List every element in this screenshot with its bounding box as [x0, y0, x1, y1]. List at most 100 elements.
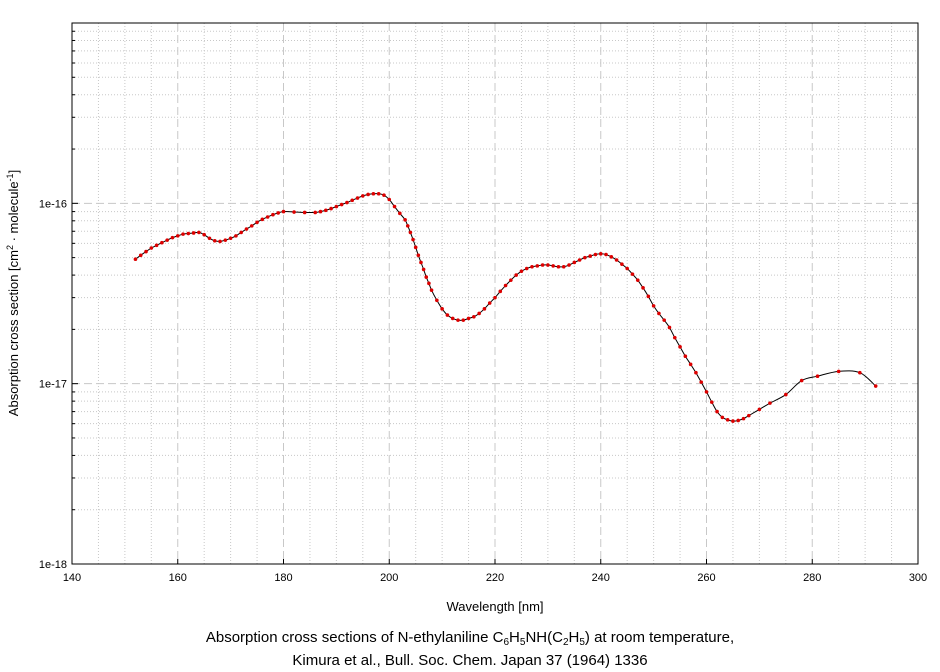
data-point: [355, 196, 360, 200]
x-axis-title: Wavelength [nm]: [446, 599, 543, 614]
data-point: [720, 415, 725, 420]
data-point: [514, 273, 518, 277]
x-tick-label: 300: [909, 572, 927, 584]
data-point: [361, 194, 365, 198]
data-point: [672, 335, 677, 340]
data-point: [498, 289, 503, 294]
x-tick-label: 140: [63, 572, 81, 584]
data-point: [138, 253, 143, 258]
data-point: [577, 258, 582, 262]
x-tick-label: 220: [486, 572, 504, 584]
x-tick-label: 260: [697, 572, 715, 584]
x-tick-label: 280: [803, 572, 821, 584]
data-point: [651, 304, 656, 308]
data-point: [202, 232, 206, 237]
data-point: [688, 362, 693, 367]
data-point: [165, 238, 169, 242]
data-point: [228, 236, 233, 241]
y-tick-label: 1e-16: [39, 198, 67, 210]
data-point: [725, 418, 730, 422]
caption-line-2: Kimura et al., Bull. Soc. Chem. Japan 37…: [292, 652, 648, 669]
data-point: [836, 369, 841, 374]
data-point: [635, 278, 640, 282]
data-point: [604, 252, 608, 257]
data-point: [472, 314, 476, 319]
data-point: [334, 204, 339, 209]
data-point: [503, 283, 508, 288]
data-point: [747, 413, 751, 418]
data-point: [709, 400, 714, 404]
data-point: [292, 210, 296, 214]
data-point: [704, 390, 709, 394]
data-point: [519, 269, 524, 274]
data-point: [662, 318, 666, 322]
data-point: [207, 236, 212, 241]
data-point: [461, 318, 466, 322]
data-point: [405, 224, 410, 228]
data-point: [144, 249, 148, 254]
data-point: [421, 267, 426, 272]
data-point: [260, 217, 265, 222]
data-point: [197, 230, 201, 235]
y-tick-label: 1e-17: [39, 379, 67, 391]
x-tick-label: 200: [380, 572, 398, 584]
data-point: [477, 311, 481, 316]
data-point: [493, 295, 497, 300]
x-tick-label: 240: [592, 572, 610, 584]
data-point: [593, 252, 598, 257]
data-point: [234, 234, 238, 238]
data-point: [186, 231, 191, 236]
data-point: [223, 238, 228, 242]
data-point: [683, 354, 688, 359]
data-point: [699, 380, 704, 384]
data-point: [271, 212, 275, 217]
grid-lines: [72, 23, 918, 564]
data-point: [212, 238, 217, 243]
data-point: [387, 197, 392, 202]
data-point: [583, 255, 587, 260]
data-point: [255, 220, 259, 225]
data-point: [175, 234, 180, 238]
data-point: [482, 307, 487, 311]
data-point: [784, 392, 788, 397]
data-point: [324, 208, 328, 213]
y-axis-title: Absorption cross section [cm2 · molecule…: [5, 170, 21, 416]
data-point: [424, 275, 429, 279]
data-point: [154, 243, 159, 248]
series-markers: [133, 191, 878, 423]
axis-ticks: 140 160 180 200 220 240 260 280 300 1e-18 1e-17 1e-…: [39, 30, 927, 584]
data-point: [350, 198, 355, 203]
data-point: [318, 209, 323, 214]
data-point: [757, 407, 762, 412]
data-point: [249, 224, 254, 228]
data-point: [435, 298, 439, 303]
data-point: [366, 192, 370, 197]
data-point: [815, 374, 820, 379]
data-point: [149, 246, 154, 250]
data-point: [440, 307, 444, 311]
data-point: [540, 263, 545, 267]
data-point: [741, 416, 746, 421]
data-point: [445, 313, 450, 317]
data-point: [646, 294, 651, 299]
data-point: [281, 209, 286, 214]
chart: 140 160 180 200 220 240 260 280 300 1e-18 1e-17 1e-…: [5, 22, 927, 614]
data-point: [413, 245, 418, 250]
data-point: [535, 264, 540, 268]
data-point: [524, 266, 529, 271]
data-point: [630, 272, 635, 276]
data-point: [345, 200, 349, 205]
data-point: [694, 370, 698, 375]
data-point: [313, 210, 318, 215]
data-point: [588, 254, 592, 258]
data-point: [598, 251, 603, 256]
data-point: [170, 235, 175, 240]
data-point: [371, 191, 376, 196]
data-point: [466, 316, 471, 321]
data-point: [329, 206, 333, 211]
data-point: [416, 253, 421, 258]
data-point: [731, 419, 735, 423]
data-point: [509, 278, 513, 282]
data-point: [858, 370, 862, 375]
data-point: [736, 418, 741, 423]
